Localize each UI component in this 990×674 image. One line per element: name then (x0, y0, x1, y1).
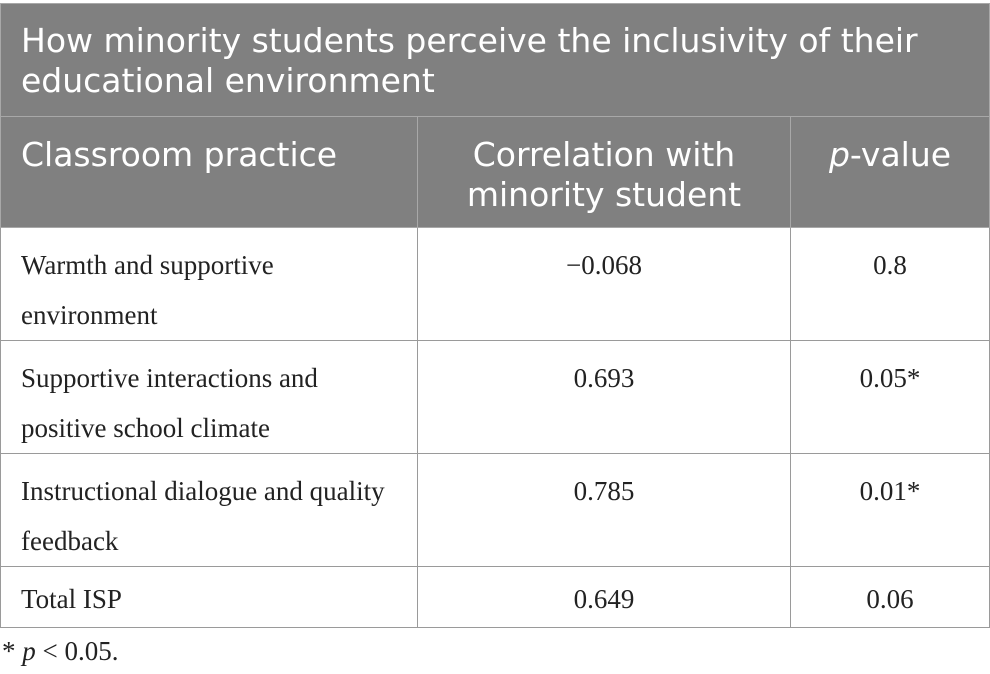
table-row: Warmth and supportive environment −0.068… (0, 227, 990, 341)
correlation-cell: 0.785 (417, 453, 791, 567)
table-title-row: How minority students perceive the inclu… (0, 3, 990, 117)
footnote-rest: < 0.05. (35, 636, 119, 666)
p-value-cell: 0.8 (790, 227, 990, 341)
p-value-cell: 0.06 (790, 566, 990, 628)
correlation-table: How minority students perceive the inclu… (0, 3, 990, 628)
p-value-cell: 0.01* (790, 453, 990, 567)
table-title: How minority students perceive the inclu… (0, 3, 990, 117)
footnote-marker: * (2, 636, 23, 666)
practice-cell: Instructional dialogue and quality feedb… (0, 453, 418, 567)
correlation-cell: 0.649 (417, 566, 791, 628)
practice-cell: Supportive interactions and positive sch… (0, 340, 418, 454)
correlation-cell: 0.693 (417, 340, 791, 454)
practice-cell: Total ISP (0, 566, 418, 628)
header-p-italic: p (828, 135, 850, 174)
header-correlation: Correlation with minority student (417, 116, 791, 228)
results-table-container: How minority students perceive the inclu… (0, 3, 990, 628)
footnote-p-italic: p (22, 636, 36, 666)
practice-cell: Warmth and supportive environment (0, 227, 418, 341)
table-header-row: Classroom practice Correlation with mino… (0, 116, 990, 228)
header-classroom-practice: Classroom practice (0, 116, 418, 228)
table-row: Instructional dialogue and quality feedb… (0, 453, 990, 567)
table-row: Total ISP 0.649 0.06 (0, 566, 990, 628)
table-row: Supportive interactions and positive sch… (0, 340, 990, 454)
p-value-cell: 0.05* (790, 340, 990, 454)
header-p-rest: -value (849, 135, 952, 174)
correlation-cell: −0.068 (417, 227, 791, 341)
header-p-value: p-value (790, 116, 990, 228)
table-footnote: * p < 0.05. (2, 631, 118, 671)
